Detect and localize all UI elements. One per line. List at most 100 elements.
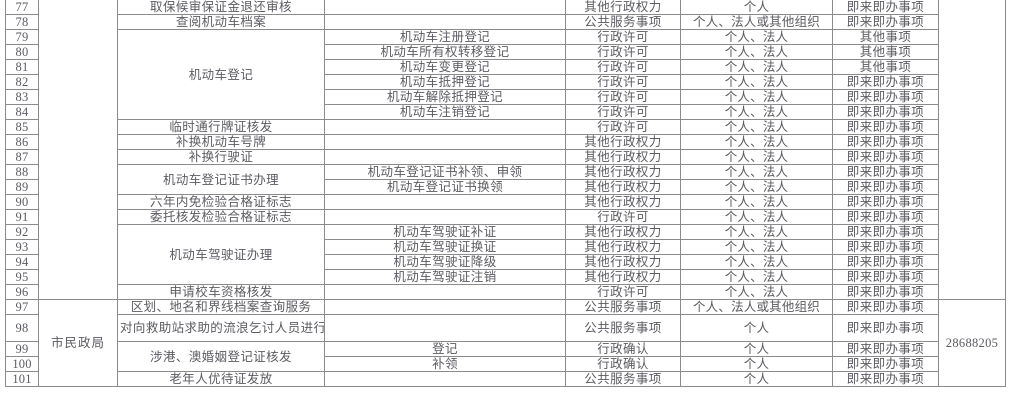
service-name-cell: 委托核发检验合格证标志 <box>117 209 325 225</box>
service-name-cell: 补换机动车号牌 <box>117 134 325 150</box>
row-index-cell: 83 <box>5 89 39 105</box>
row-index-cell: 82 <box>5 74 39 90</box>
row-index-cell: 88 <box>5 164 39 180</box>
sub-item-cell: 登记 <box>324 341 566 357</box>
row-index-cell: 91 <box>5 209 39 225</box>
row-index-cell: 97 <box>5 299 39 315</box>
service-object-cell: 个人、法人 <box>680 269 833 285</box>
handling-mode-cell: 即来即办事项 <box>832 179 939 195</box>
sub-item-cell-empty <box>324 194 566 210</box>
row-index-cell: 95 <box>5 269 39 285</box>
service-type-cell: 其他行政权力 <box>565 194 681 210</box>
row-index-cell: 94 <box>5 254 39 270</box>
services-table-body: 77 取保候审保证金退还审核 其他行政权力 个人 即来即办事项 78 查阅机动车档案 公共服务… <box>5 0 1006 387</box>
row-index-cell: 79 <box>5 29 39 45</box>
handling-mode-cell: 即来即办事项 <box>832 164 939 180</box>
handling-mode-cell: 即来即办事项 <box>832 14 939 30</box>
table-row: 95 机动车驾驶证注销 其他行政权力 个人、法人 即来即办事项 <box>5 269 1006 285</box>
service-object-cell: 个人、法人或其他组织 <box>680 14 833 30</box>
handling-mode-cell: 即来即办事项 <box>832 224 939 240</box>
service-type-cell: 行政许可 <box>565 29 681 45</box>
service-type-cell: 其他行政权力 <box>565 134 681 150</box>
service-type-cell: 行政许可 <box>565 59 681 75</box>
service-object-cell: 个人 <box>680 0 833 15</box>
service-type-cell: 行政确认 <box>565 341 681 357</box>
sub-item-cell-empty <box>324 119 566 135</box>
service-object-cell: 个人、法人 <box>680 134 833 150</box>
table-row: 86 补换机动车号牌 其他行政权力 个人、法人 即来即办事项 <box>5 134 1006 150</box>
table-row: 82 机动车抵押登记 行政许可 个人、法人 即来即办事项 <box>5 74 1006 90</box>
handling-mode-cell: 即来即办事项 <box>832 134 939 150</box>
table-row: 80 机动车所有权转移登记 行政许可 个人、法人 其他事项 <box>5 44 1006 60</box>
table-row: 99 涉港、澳婚姻登记证核发 登记 行政确认 个人 即来即办事项 <box>5 341 1006 372</box>
table-row: 100 补领 行政确认 个人 即来即办事项 <box>5 356 1006 372</box>
service-object-cell: 个人、法人 <box>680 284 833 300</box>
service-type-cell: 行政许可 <box>565 119 681 135</box>
table-row: 94 机动车驾驶证降级 其他行政权力 个人、法人 即来即办事项 <box>5 254 1006 270</box>
sub-item-cell: 机动车驾驶证降级 <box>324 254 566 270</box>
service-name-cell: 补换行驶证 <box>117 149 325 165</box>
handling-mode-cell: 即来即办事项 <box>832 194 939 210</box>
service-object-cell: 个人、法人 <box>680 209 833 225</box>
service-name-cell: 机动车登记证书办理 <box>117 164 325 195</box>
service-object-cell: 个人、法人 <box>680 239 833 255</box>
service-object-cell: 个人 <box>680 356 833 372</box>
row-index-cell: 100 <box>5 356 39 372</box>
service-name-cell: 老年人优待证发放 <box>117 371 325 387</box>
table-row: 90 六年内免检验合格证标志 其他行政权力 个人、法人 即来即办事项 <box>5 194 1006 210</box>
service-type-cell: 其他行政权力 <box>565 239 681 255</box>
handling-mode-cell: 即来即办事项 <box>832 0 939 15</box>
service-object-cell: 个人 <box>680 314 833 342</box>
row-index-cell: 101 <box>5 371 39 387</box>
sub-item-cell: 机动车驾驶证换证 <box>324 239 566 255</box>
sub-item-cell: 机动车所有权转移登记 <box>324 44 566 60</box>
handling-mode-cell: 即来即办事项 <box>832 284 939 300</box>
table-row: 78 查阅机动车档案 公共服务事项 个人、法人或其他组织 即来即办事项 <box>5 14 1006 30</box>
contact-phone-cell: 28688205 <box>938 299 1006 387</box>
table-row: 93 机动车驾驶证换证 其他行政权力 个人、法人 即来即办事项 <box>5 239 1006 255</box>
sub-item-cell-empty <box>324 14 566 30</box>
handling-mode-cell: 即来即办事项 <box>832 89 939 105</box>
row-index-cell: 92 <box>5 224 39 240</box>
services-table: 77 取保候审保证金退还审核 其他行政权力 个人 即来即办事项 78 查阅机动车档案 公共服务… <box>5 0 1006 387</box>
table-row: 97 市民政局 区划、地名和界线档案查询服务 公共服务事项 个人、法人或其他组织 即来即办… <box>5 299 1006 387</box>
service-type-cell: 行政许可 <box>565 44 681 60</box>
sub-item-cell: 机动车驾驶证补证 <box>324 224 566 240</box>
table-row: 88 机动车登记证书办理 机动车登记证书补领、申领 其他行政权力 个人、法人 即来即办事项 <box>5 164 1006 195</box>
handling-mode-cell: 即来即办事项 <box>832 341 939 357</box>
row-index-cell: 96 <box>5 284 39 300</box>
sub-item-cell-empty <box>324 149 566 165</box>
service-object-cell: 个人、法人或其他组织 <box>680 299 833 315</box>
handling-mode-cell: 即来即办事项 <box>832 299 939 315</box>
service-name-cell: 临时通行牌证核发 <box>117 119 325 135</box>
service-name-cell: 对向救助站求助的流浪乞讨人员进行救助 <box>117 314 325 342</box>
handling-mode-cell: 即来即办事项 <box>832 254 939 270</box>
table-row: 77 取保候审保证金退还审核 其他行政权力 个人 即来即办事项 <box>5 0 1006 300</box>
handling-mode-cell: 即来即办事项 <box>832 104 939 120</box>
service-type-cell: 行政许可 <box>565 284 681 300</box>
service-object-cell: 个人、法人 <box>680 254 833 270</box>
table-row: 84 机动车注销登记 行政许可 个人、法人 即来即办事项 <box>5 104 1006 120</box>
row-index-cell: 78 <box>5 14 39 30</box>
handling-mode-cell: 其他事项 <box>832 29 939 45</box>
service-object-cell: 个人、法人 <box>680 149 833 165</box>
service-object-cell: 个人、法人 <box>680 29 833 45</box>
service-name-cell: 机动车登记 <box>117 29 325 120</box>
service-type-cell: 行政许可 <box>565 89 681 105</box>
service-type-cell: 其他行政权力 <box>565 254 681 270</box>
service-object-cell: 个人、法人 <box>680 104 833 120</box>
row-index-cell: 85 <box>5 119 39 135</box>
row-index-cell: 99 <box>5 341 39 357</box>
table-row: 101 老年人优待证发放 公共服务事项 个人 即来即办事项 <box>5 371 1006 387</box>
table-row: 83 机动车解除抵押登记 行政许可 个人、法人 即来即办事项 <box>5 89 1006 105</box>
department-cell <box>38 0 118 300</box>
contact-phone-cell <box>938 0 1006 300</box>
table-row: 91 委托核发检验合格证标志 行政许可 个人、法人 即来即办事项 <box>5 209 1006 225</box>
table-row: 85 临时通行牌证核发 行政许可 个人、法人 即来即办事项 <box>5 119 1006 135</box>
service-object-cell: 个人 <box>680 341 833 357</box>
service-object-cell: 个人、法人 <box>680 119 833 135</box>
row-index-cell: 77 <box>5 0 39 15</box>
service-object-cell: 个人、法人 <box>680 164 833 180</box>
handling-mode-cell: 即来即办事项 <box>832 371 939 387</box>
